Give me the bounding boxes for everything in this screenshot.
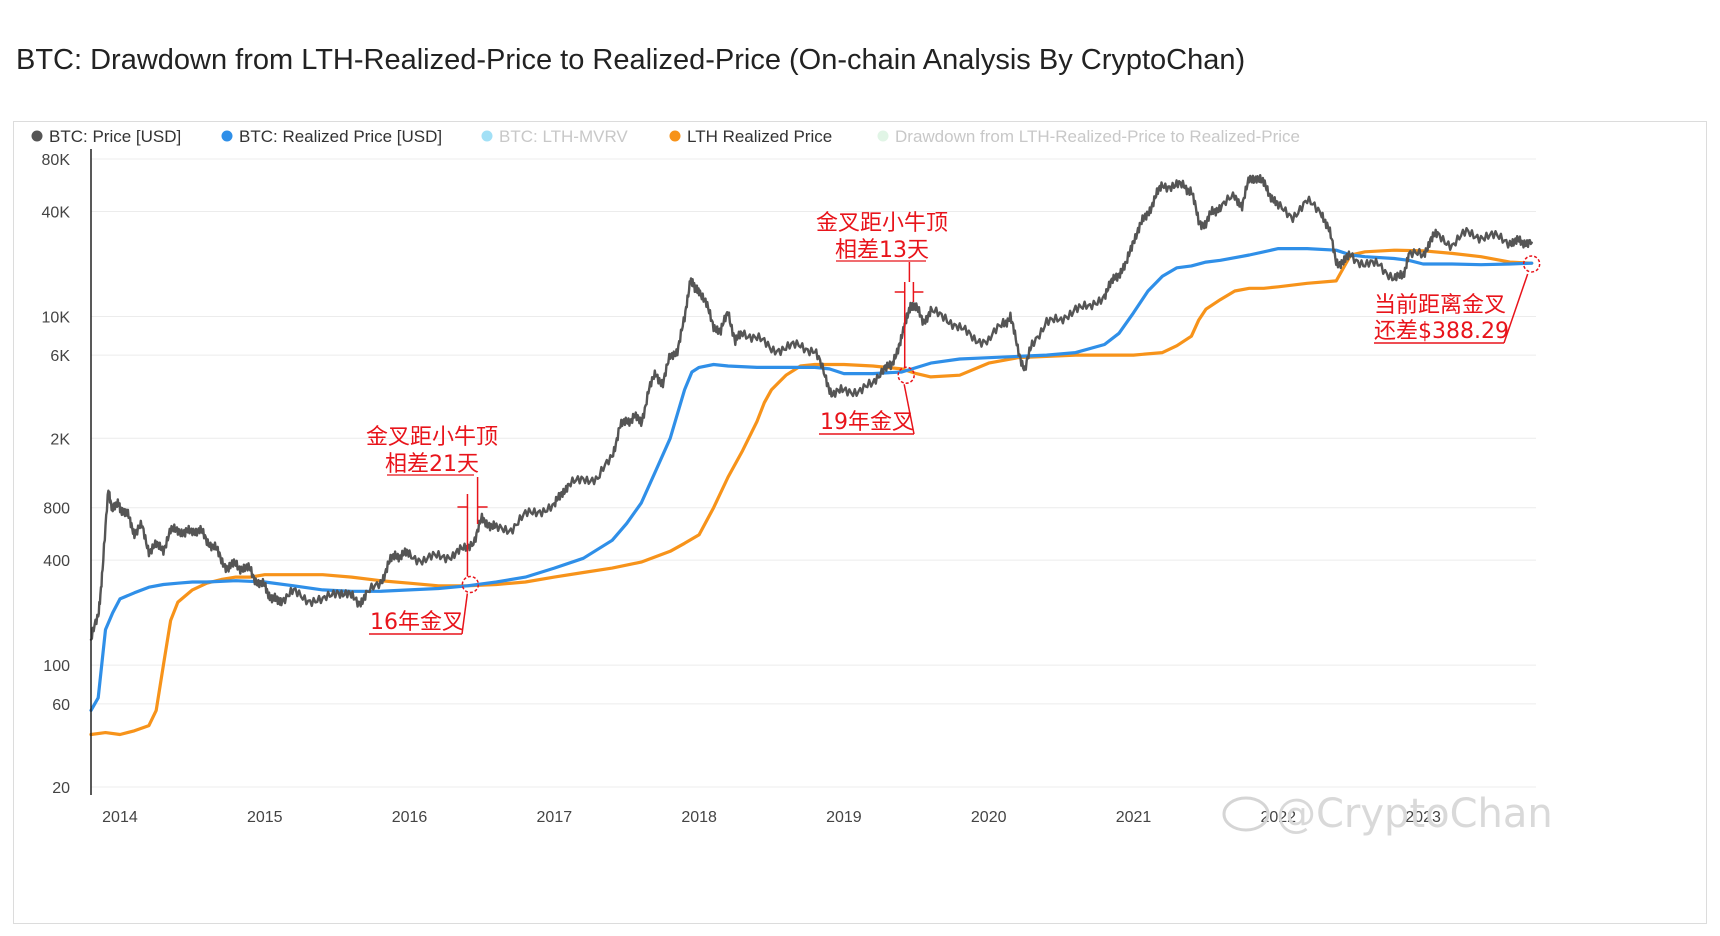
label-current: 当前距离金叉 xyxy=(1374,293,1506,318)
legend-label: BTC: Realized Price [USD] xyxy=(239,127,442,146)
label-current: 还差$388.29 xyxy=(1374,319,1509,344)
legend-label: BTC: LTH-MVRV xyxy=(499,127,628,146)
legend-item-4[interactable]: Drawdown from LTH-Realized-Price to Real… xyxy=(877,127,1300,146)
y-tick-label: 100 xyxy=(43,658,70,675)
series-line-2 xyxy=(89,248,1534,737)
crossover-marker-2019 xyxy=(897,366,915,384)
legend-marker xyxy=(877,130,889,142)
label-leader xyxy=(903,384,915,435)
legend-marker xyxy=(31,130,43,142)
x-tick-label: 2014 xyxy=(102,809,138,826)
chart-svg: BTC: Price [USD] BTC: Realized Price [USD… xyxy=(31,127,1553,837)
callout-text: 金叉距小牛顶 xyxy=(816,211,948,236)
x-tick-label: 2019 xyxy=(826,809,862,826)
y-tick-label: 6K xyxy=(50,348,70,365)
y-tick-label: 40K xyxy=(42,204,71,221)
legend-marker xyxy=(669,130,681,142)
legend-marker xyxy=(221,130,233,142)
legend-item-1[interactable]: BTC: Realized Price [USD] xyxy=(221,127,443,146)
label-2019-cross: 19年金叉 xyxy=(820,410,914,435)
series-lines xyxy=(89,174,1534,737)
y-tick-label: 800 xyxy=(43,501,70,518)
y-tick-label: 2K xyxy=(50,431,70,448)
x-tick-label: 2016 xyxy=(392,809,428,826)
series-line-0 xyxy=(89,174,1533,641)
callout-text: 相差21天 xyxy=(385,452,479,477)
y-tick-label: 60 xyxy=(52,697,70,714)
label-2016-cross: 16年金叉 xyxy=(370,610,464,635)
label-leader xyxy=(461,593,469,635)
weibo-icon xyxy=(1222,796,1270,832)
y-tick-label: 80K xyxy=(42,152,71,169)
legend-label: Drawdown from LTH-Realized-Price to Real… xyxy=(895,127,1300,146)
y-tick-label: 400 xyxy=(43,553,70,570)
callout-text: 金叉距小牛顶 xyxy=(366,425,498,450)
legend-item-0[interactable]: BTC: Price [USD] xyxy=(31,127,182,146)
chart-panel: BTC: Price [USD] BTC: Realized Price [USD… xyxy=(13,121,1707,924)
callout-text: 相差13天 xyxy=(835,238,929,263)
x-tick-label: 2023 xyxy=(1405,809,1441,826)
grid-lines xyxy=(91,158,1536,788)
series-line-1 xyxy=(89,247,1534,712)
watermark: @CryptoChan xyxy=(1222,791,1553,837)
annotations: 金叉距小牛顶相差21天16年金叉金叉距小牛顶相差13天19年金叉当前距离金叉还差… xyxy=(366,211,1541,635)
crossover-marker-2016 xyxy=(461,575,480,594)
x-tick-label: 2018 xyxy=(681,809,717,826)
y-tick-label: 10K xyxy=(42,309,71,326)
axes: 20 60 100 400 800 2K 6K 10K 40K 80K 2014 2015 2016 20… xyxy=(42,149,1441,826)
x-tick-label: 2021 xyxy=(1116,809,1152,826)
page-title: BTC: Drawdown from LTH-Realized-Price to… xyxy=(16,44,1246,76)
legend-item-3[interactable]: LTH Realized Price xyxy=(669,127,833,146)
y-tick-label: 20 xyxy=(52,780,70,797)
label-leader xyxy=(1503,273,1529,344)
legend-label: LTH Realized Price xyxy=(687,127,832,146)
x-tick-label: 2020 xyxy=(971,809,1007,826)
legend-label: BTC: Price [USD] xyxy=(49,127,181,146)
x-tick-label: 2017 xyxy=(537,809,573,826)
legend[interactable]: BTC: Price [USD] BTC: Realized Price [USD… xyxy=(31,127,1300,146)
x-tick-label: 2015 xyxy=(247,809,283,826)
legend-marker xyxy=(481,130,493,142)
watermark-text: @CryptoChan xyxy=(1276,791,1553,837)
legend-item-2[interactable]: BTC: LTH-MVRV xyxy=(481,127,629,146)
